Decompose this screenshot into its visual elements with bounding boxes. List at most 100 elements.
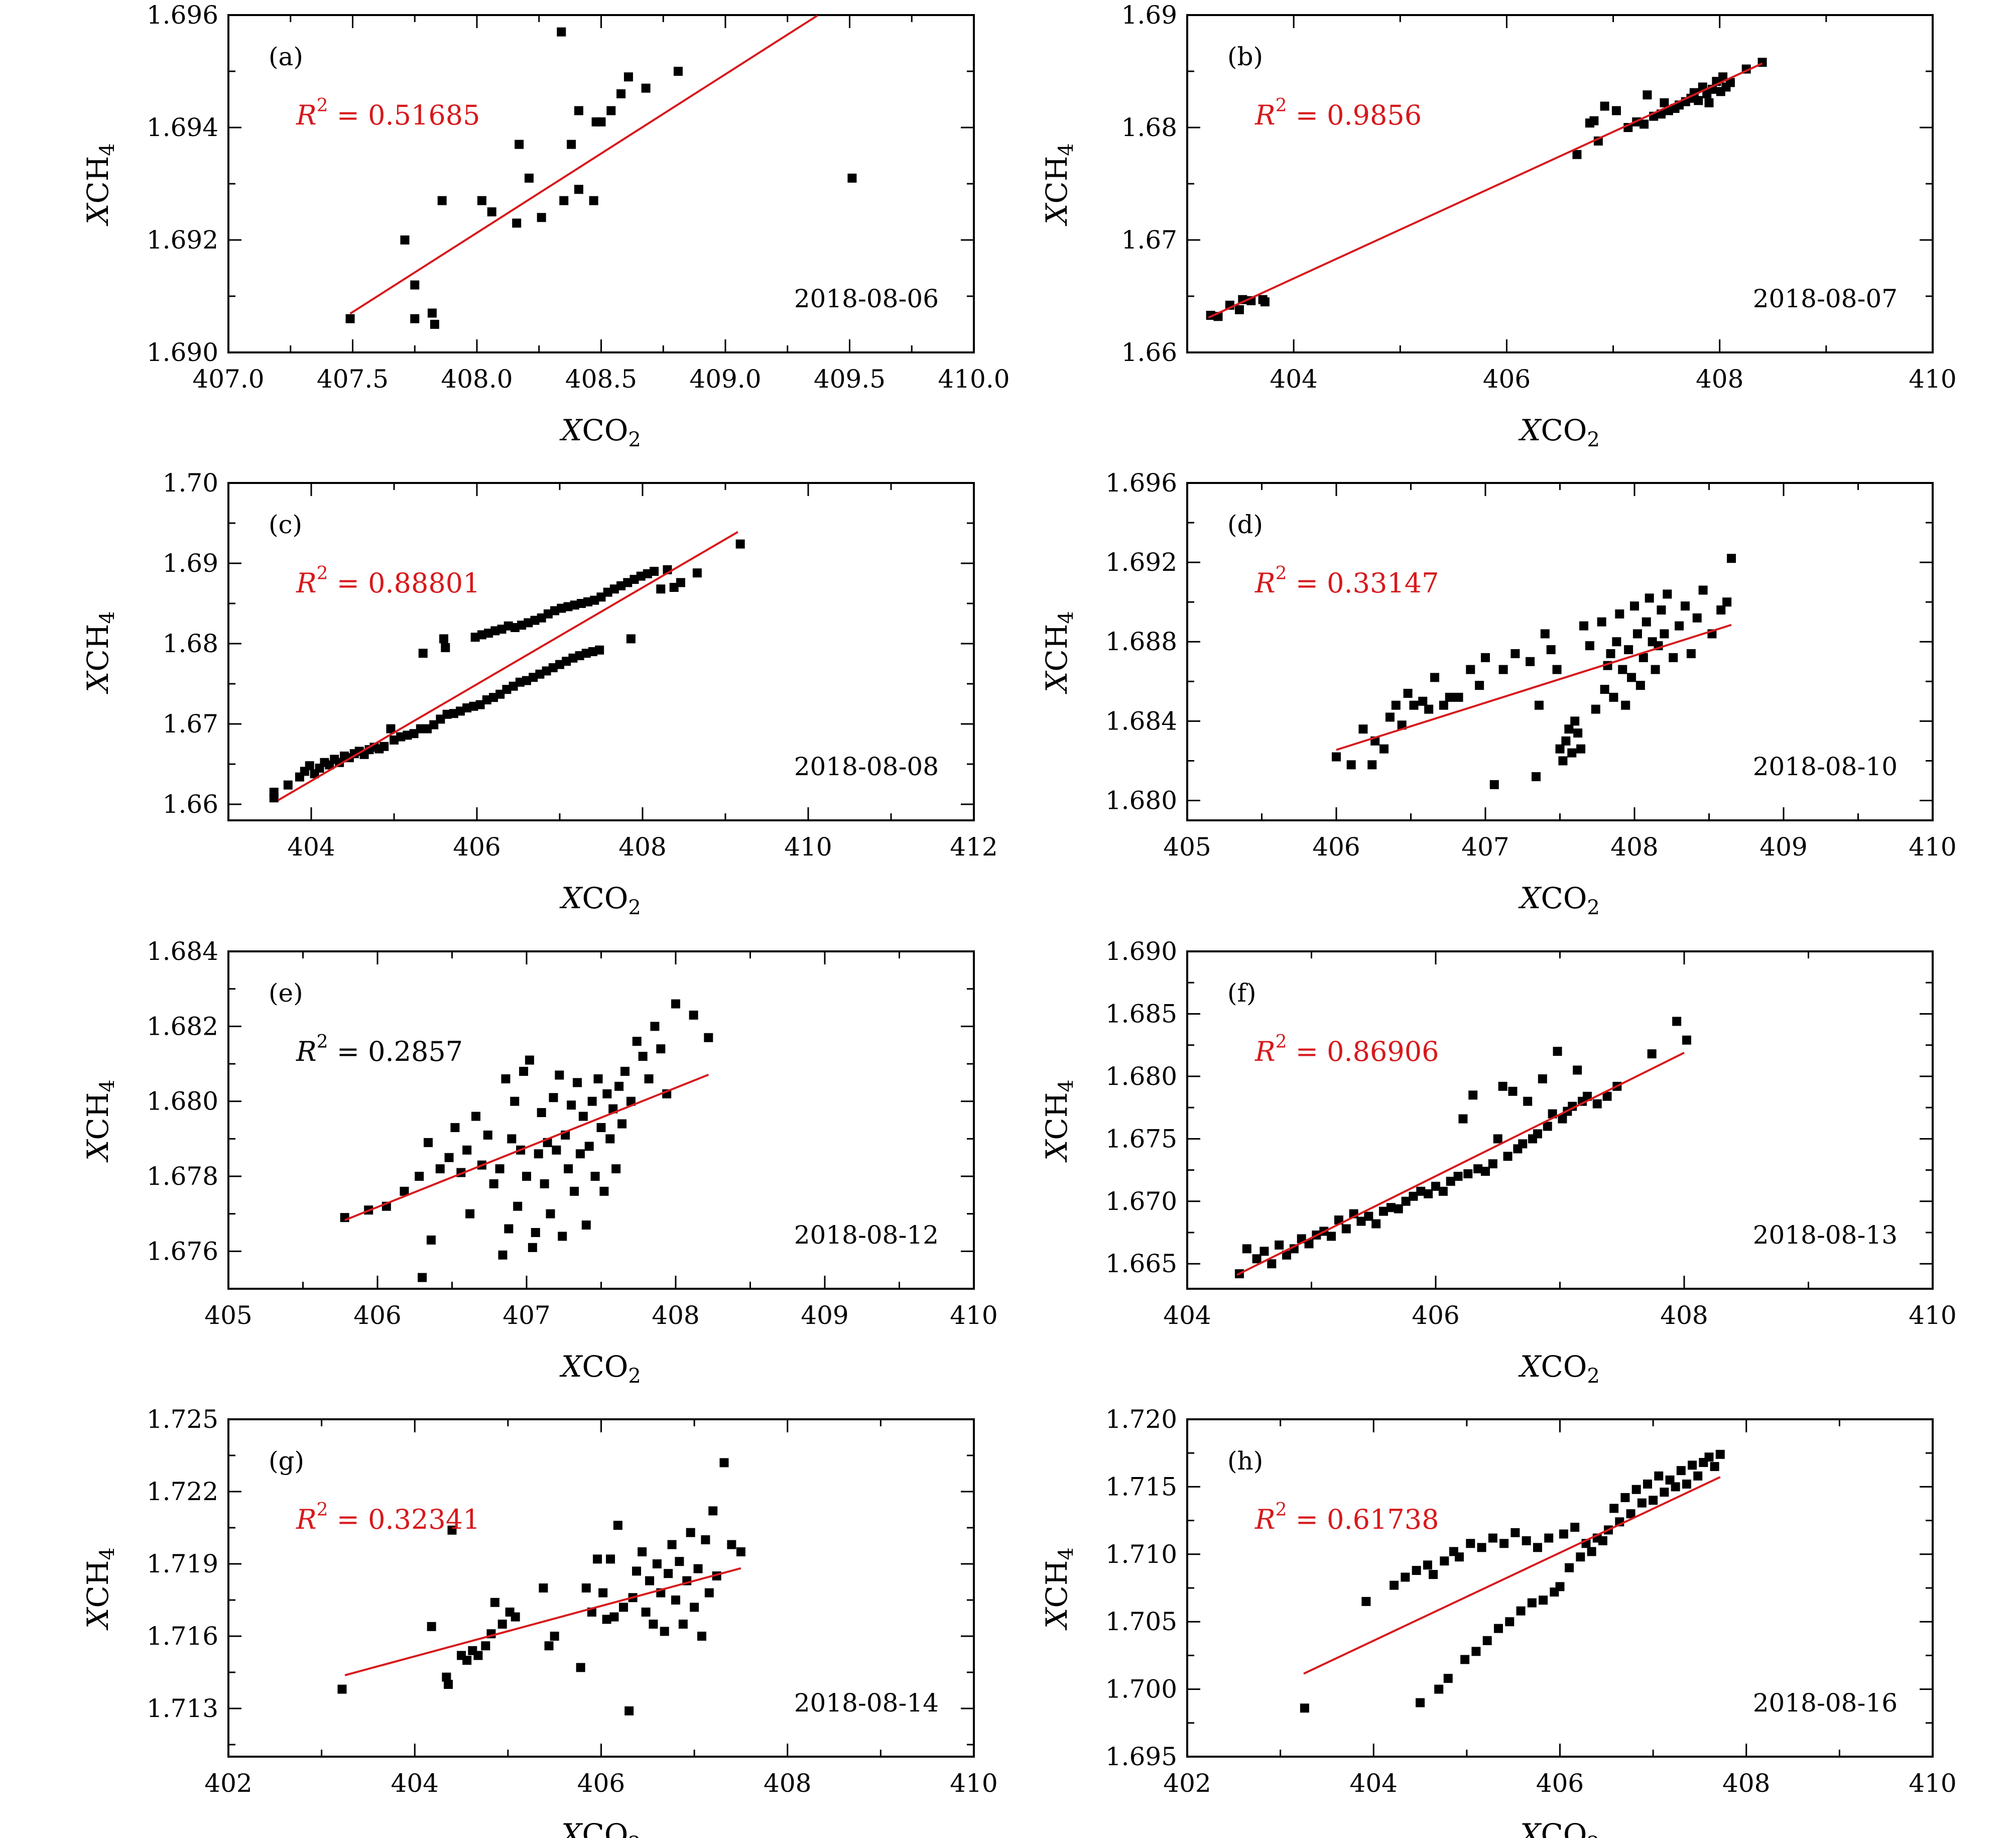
panel-d-point (1579, 621, 1589, 631)
panel-g-fit-line (344, 1567, 741, 1676)
panel-a-point (641, 83, 651, 93)
panel-d-point (1367, 760, 1377, 770)
panel-e-point (567, 1100, 576, 1110)
panel-h-point (1620, 1493, 1630, 1502)
panel-g-point (444, 1680, 453, 1689)
panel-f-y-tick-label: 1.675 (1105, 1124, 1177, 1153)
panel-d-x-tick-label: 406 (1312, 832, 1360, 862)
panel-d-y-axis-label: XCH4 (1040, 611, 1078, 694)
panel-a-point (437, 196, 447, 205)
panel-d-point (1686, 649, 1696, 658)
panel-b-point (1660, 98, 1669, 107)
panel-h-point (1429, 1570, 1438, 1579)
panel-d-point (1534, 700, 1544, 710)
panel-h-y-tick-label: 1.715 (1105, 1472, 1177, 1501)
panel-a-point (524, 173, 534, 183)
panel-f-point (1602, 1091, 1612, 1101)
panel-g-point (641, 1608, 651, 1617)
panel-e-point (507, 1134, 517, 1144)
panel-a-x-tick-label: 409.5 (814, 364, 886, 394)
panel-e-point (435, 1164, 445, 1174)
panel-d-y-tick-label: 1.696 (1105, 468, 1177, 498)
panel-g-point (664, 1569, 673, 1578)
panel-d-point (1555, 744, 1565, 754)
panel-d-point (1680, 601, 1690, 611)
panel-g-point (481, 1641, 490, 1651)
panel-d-point (1454, 692, 1463, 702)
panel-b-x-tick-label: 404 (1270, 364, 1317, 394)
panel-e-point (504, 1224, 514, 1234)
panel-h-point (1631, 1485, 1641, 1494)
panel-h-y-tick-label: 1.700 (1105, 1675, 1177, 1704)
panel-f-point (1424, 1189, 1433, 1198)
panel-g-point (337, 1684, 347, 1694)
panel-g-point (550, 1632, 559, 1641)
panel-a-point (430, 320, 439, 329)
panel-g-point (511, 1612, 520, 1622)
panel-h-y-tick-label: 1.695 (1105, 1742, 1177, 1771)
panel-h-point (1466, 1539, 1475, 1548)
panel-e-point (340, 1213, 349, 1222)
panel-h-point (1676, 1466, 1686, 1476)
panel-f-point (1503, 1152, 1513, 1161)
panel-g-point (606, 1554, 615, 1564)
panel-h-point (1416, 1698, 1425, 1707)
panel-h-point (1434, 1684, 1444, 1694)
panel-d-point (1585, 641, 1594, 651)
panel-g-x-tick-label: 408 (764, 1769, 811, 1798)
panel-c-panel-letter: (c) (269, 510, 302, 539)
panel-f-point (1252, 1254, 1262, 1264)
panel-f-point (1416, 1186, 1426, 1196)
panel-h: 402 404 406 408 410 1.695 1.700 1.705 1.710 1.715… (1040, 1405, 1957, 1838)
panel-d-point (1632, 629, 1642, 639)
panel-g-r2-value: 0.32341 (368, 1504, 480, 1535)
panel-h-point (1671, 1482, 1680, 1492)
panel-d-date-label: 2018-08-10 (1753, 752, 1898, 781)
panel-c-point (650, 567, 659, 576)
panel-e-x-tick-label: 405 (204, 1301, 252, 1330)
panel-c-y-tick-label: 1.67 (163, 709, 218, 739)
panel-d-point (1570, 716, 1580, 726)
panel-e-y-tick-label: 1.676 (147, 1237, 218, 1266)
panel-b-point (1589, 116, 1599, 126)
panel-d-point (1498, 665, 1508, 674)
panel-c-x-tick-label: 406 (453, 832, 500, 862)
panel-g-point (576, 1663, 585, 1672)
panel-b-point (1694, 96, 1703, 105)
panel-g-point (649, 1620, 658, 1629)
panel-e-point (704, 1033, 713, 1042)
panel-a-y-tick-label: 1.690 (147, 338, 218, 367)
panel-f-point (1533, 1129, 1542, 1139)
panel-g-panel-letter: (g) (269, 1446, 304, 1476)
panel-a-point (512, 218, 522, 228)
panel-e-point (489, 1179, 498, 1188)
panel-g-point (442, 1672, 451, 1682)
panel-e-point (644, 1074, 654, 1083)
panel-b: 404 406 408 410 1.66 1.67 1.68 1.69 XCO2 XCH4 (b) R… (1040, 1, 1957, 451)
panel-g-x-tick-label: 404 (391, 1769, 439, 1798)
panel-f-point (1582, 1091, 1592, 1101)
panel-g-point (693, 1564, 703, 1573)
panel-f-panel-letter: (f) (1227, 978, 1256, 1008)
panel-a-point (537, 213, 546, 222)
panel-g-point (697, 1632, 706, 1641)
panel-h-point (1455, 1552, 1464, 1562)
panel-e: 405 406 407 408 409 410 1.676 1.678 1.680 1.682 1.… (81, 937, 998, 1388)
panel-b-y-axis-label: XCH4 (1040, 143, 1078, 226)
panel-b-x-tick-label: 410 (1909, 364, 1956, 394)
panel-d: 405 406 407 408 409 410 1.680 1.684 1.688 1.692 1.… (1040, 468, 1957, 919)
panel-f-point (1538, 1074, 1547, 1083)
panel-f: 404 406 408 410 1.665 1.670 1.675 1.680 1.685 1.6… (1040, 937, 1957, 1388)
panel-b-point (1643, 90, 1652, 100)
panel-g-point (704, 1588, 714, 1598)
panel-c-point (656, 584, 666, 594)
panel-e-x-tick-label: 409 (801, 1301, 848, 1330)
panel-e-point (549, 1093, 558, 1102)
panel-f-x-tick-label: 404 (1163, 1301, 1211, 1330)
panel-d-x-tick-label: 409 (1759, 832, 1807, 862)
panel-d-point (1621, 700, 1630, 710)
panel-c: 404 406 408 410 412 1.66 1.67 1.68 1.69 1.70 XCO2 X… (81, 468, 998, 919)
panel-a-point (487, 207, 496, 216)
panel-f-point (1508, 1086, 1518, 1096)
